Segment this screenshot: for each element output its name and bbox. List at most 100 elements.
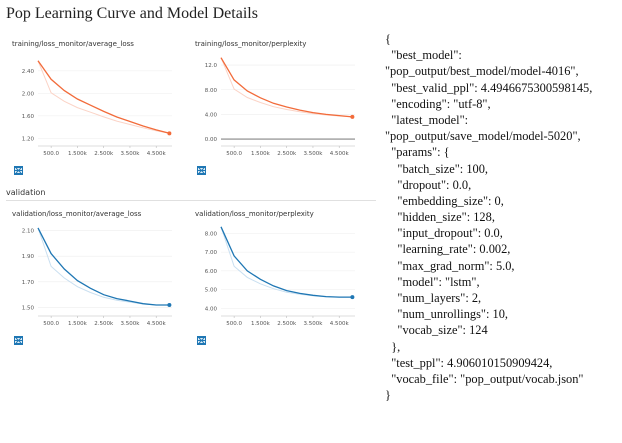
chart-panel-validation-average-loss: validation/loss_monitor/average_loss 1.5… (12, 210, 182, 348)
x-tick-label: 3.500k (303, 321, 323, 327)
section-label-validation: validation (6, 188, 46, 197)
json-line: "vocab_file": "pop_output/vocab.json" (385, 371, 584, 386)
x-tick-label: 4.500k (330, 321, 350, 327)
chart-toolbar (14, 336, 54, 348)
series-end-point (167, 131, 172, 136)
x-tick-label: 500.0 (226, 321, 242, 327)
chart-svg: 4.00 5.00 6.00 7.00 8.00 500.0 1.500k 2.500k 3.5… (205, 226, 355, 327)
chart-title: validation/loss_monitor/perplexity (195, 210, 314, 218)
json-line: } (385, 388, 391, 403)
chart-panel-training-perplexity: training/loss_monitor/perplexity 0.00 4.0… (195, 40, 365, 178)
json-line: "pop_output/best_model/model-4016", (385, 64, 579, 79)
y-tick-label: 2.00 (22, 91, 35, 97)
x-tick-label: 2.500k (277, 321, 297, 327)
y-tick-label: 1.90 (22, 254, 35, 260)
fit-domain-icon[interactable] (14, 166, 54, 177)
x-tick-label: 1.500k (68, 321, 88, 327)
y-tick-label: 2.10 (22, 228, 35, 234)
y-tick-label: 1.50 (22, 306, 35, 312)
json-line: "num_layers": 2, (385, 291, 482, 305)
x-tick-label: 1.500k (68, 151, 88, 157)
x-tick-label: 500.0 (43, 321, 59, 327)
x-tick-label: 1.500k (251, 321, 271, 327)
y-tick-label: 4.00 (205, 306, 218, 312)
list-icon[interactable] (197, 166, 222, 177)
chart-title: validation/loss_monitor/average_loss (12, 210, 142, 218)
x-tick-label: 4.500k (147, 151, 167, 157)
json-line: }, (385, 339, 401, 354)
fit-domain-icon[interactable] (197, 166, 237, 177)
list-icon[interactable] (14, 166, 39, 177)
x-tick-label: 3.500k (120, 321, 140, 327)
json-line: "encoding": "utf-8", (385, 96, 491, 111)
y-tick-label: 12.0 (205, 63, 218, 69)
fit-domain-icon[interactable] (197, 336, 237, 347)
model-details-json: { "best_model": "pop_output/best_model/mo… (385, 31, 617, 403)
json-line: "num_unrollings": 10, (385, 307, 509, 322)
json-line: "input_dropout": 0.0, (385, 226, 503, 241)
json-line: "best_valid_ppl": 4.4946675300598145, (385, 80, 593, 95)
json-line: "test_ppl": 4.906010150909424, (385, 355, 553, 370)
y-tick-label: 1.20 (22, 136, 35, 142)
series-line (37, 227, 170, 306)
y-tick-label: 8.00 (205, 231, 218, 237)
json-line: "latest_model": (385, 112, 469, 127)
json-line: "embedding_size": 0, (385, 193, 504, 208)
page-title: Pop Learning Curve and Model Details (6, 5, 258, 22)
json-line: "model": "lstm", (385, 274, 480, 289)
series-line (220, 57, 353, 118)
json-line: "params": { (385, 145, 450, 160)
chart-svg: 0.00 4.00 8.00 12.0 500.0 1.500k 2.500k 3.500k 4… (205, 57, 355, 157)
y-tick-label: 1.70 (22, 280, 35, 286)
x-tick-label: 1.500k (251, 151, 271, 157)
chart-panel-validation-perplexity: validation/loss_monitor/perplexity 4.00 5… (195, 210, 365, 348)
y-tick-label: 1.60 (22, 114, 35, 120)
json-line: { (385, 32, 391, 46)
series-line (37, 60, 170, 134)
series-raw-line (220, 57, 353, 118)
x-tick-label: 4.500k (147, 321, 167, 327)
chart-svg: 1.20 1.60 2.00 2.40 500.0 1.500k 2.500k 3.500k 4… (22, 60, 172, 157)
x-tick-label: 3.500k (303, 151, 323, 157)
json-line: "hidden_size": 128, (385, 210, 495, 225)
x-tick-label: 3.500k (120, 151, 140, 157)
y-tick-label: 8.00 (205, 88, 218, 94)
fit-domain-icon[interactable] (14, 336, 54, 347)
list-icon[interactable] (14, 336, 39, 347)
x-tick-label: 500.0 (43, 151, 59, 157)
series-end-point (350, 114, 355, 119)
y-tick-label: 6.00 (205, 269, 218, 275)
x-tick-label: 500.0 (226, 151, 242, 157)
y-tick-label: 0.00 (205, 137, 218, 143)
x-tick-label: 2.500k (277, 151, 297, 157)
series-raw-line (220, 226, 353, 298)
series-end-point (167, 303, 172, 307)
y-tick-label: 5.00 (205, 288, 218, 294)
y-tick-label: 4.00 (205, 112, 218, 118)
series-raw-line (37, 227, 170, 306)
series-raw-line (37, 60, 170, 134)
chart-panel-training-average-loss: training/loss_monitor/average_loss 1.20 1… (12, 40, 182, 178)
json-line: "learning_rate": 0.002, (385, 242, 511, 257)
json-line: "batch_size": 100, (385, 161, 489, 176)
json-line: "pop_output/save_model/model-5020", (385, 129, 581, 144)
json-line: "vocab_size": 124 (385, 323, 488, 338)
y-tick-label: 2.40 (22, 69, 35, 75)
chart-toolbar (197, 166, 237, 178)
list-icon[interactable] (197, 336, 222, 347)
chart-title: training/loss_monitor/average_loss (12, 40, 134, 48)
series-end-point (350, 295, 355, 300)
chart-svg: 1.50 1.70 1.90 2.10 500.0 1.500k 2.500k 3.500k 4… (22, 227, 172, 327)
x-tick-label: 2.500k (94, 321, 114, 327)
x-tick-label: 2.500k (94, 151, 114, 157)
json-line: "max_grad_norm": 5.0, (385, 258, 515, 273)
chart-toolbar (197, 336, 237, 348)
section-divider (6, 200, 376, 201)
chart-title: training/loss_monitor/perplexity (195, 40, 307, 48)
x-tick-label: 4.500k (330, 151, 350, 157)
json-line: "dropout": 0.0, (385, 177, 472, 192)
json-line: "best_model": (385, 48, 462, 63)
chart-toolbar (14, 166, 54, 178)
y-tick-label: 7.00 (205, 250, 218, 256)
series-line (220, 226, 353, 298)
